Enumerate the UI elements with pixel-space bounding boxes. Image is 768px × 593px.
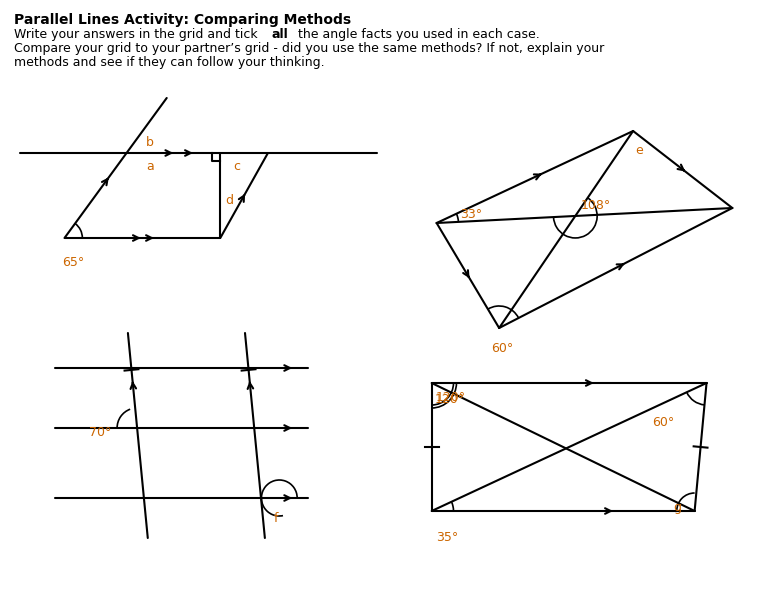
Text: the angle facts you used in each case.: the angle facts you used in each case.	[293, 28, 539, 41]
Text: f: f	[274, 512, 279, 524]
Text: d: d	[225, 194, 233, 207]
Text: Parallel Lines Activity: Comparing Methods: Parallel Lines Activity: Comparing Metho…	[14, 13, 351, 27]
Text: g: g	[673, 502, 680, 515]
Text: 70°: 70°	[89, 426, 111, 439]
Text: 120°: 120°	[435, 391, 465, 404]
Text: 120°: 120°	[435, 393, 465, 406]
Text: 60°: 60°	[492, 342, 514, 355]
Text: Compare your grid to your partner’s grid - did you use the same methods? If not,: Compare your grid to your partner’s grid…	[14, 42, 604, 55]
Text: a: a	[146, 161, 154, 174]
Text: Write your answers in the grid and tick: Write your answers in the grid and tick	[14, 28, 262, 41]
Text: e: e	[635, 145, 643, 158]
Text: 35°: 35°	[435, 531, 458, 544]
Text: methods and see if they can follow your thinking.: methods and see if they can follow your …	[14, 56, 325, 69]
Text: 65°: 65°	[62, 256, 84, 269]
Text: 108°: 108°	[581, 199, 611, 212]
Text: all: all	[272, 28, 289, 41]
Text: b: b	[146, 136, 154, 149]
Text: 33°: 33°	[461, 209, 482, 222]
Text: 60°: 60°	[652, 416, 674, 429]
Text: c: c	[233, 160, 240, 173]
